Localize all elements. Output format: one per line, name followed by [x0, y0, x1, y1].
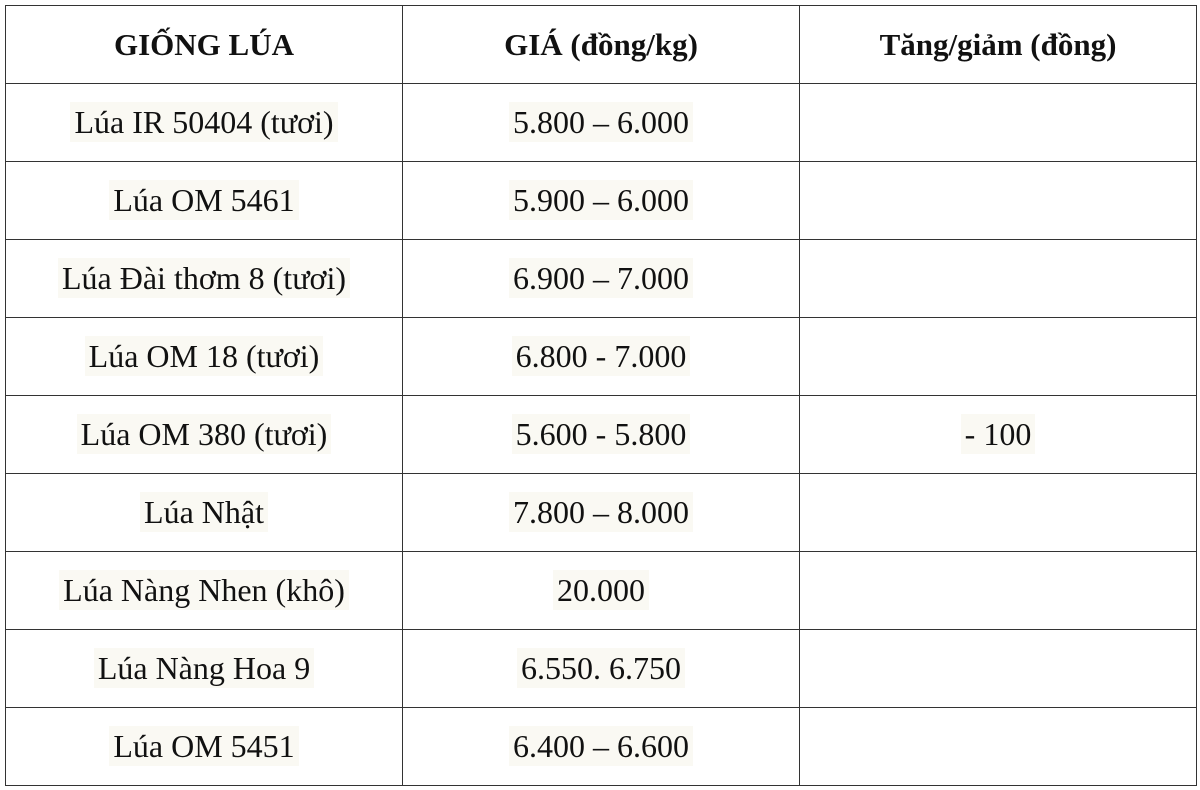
variety-cell: Lúa Nàng Nhen (khô)	[5, 551, 403, 630]
variety-cell: Lúa IR 50404 (tươi)	[5, 83, 403, 162]
price-text: 6.550. 6.750	[517, 648, 685, 688]
price-table: GIỐNG LÚA GIÁ (đồng/kg) Tăng/giảm (đồng) L…	[5, 5, 1197, 786]
price-cell: 6.900 – 7.000	[402, 239, 800, 318]
change-cell	[799, 161, 1197, 240]
change-cell	[799, 707, 1197, 786]
variety-cell: Lúa Nàng Hoa 9	[5, 629, 403, 708]
table-row: Lúa OM 5461 5.900 – 6.000	[5, 161, 1197, 240]
header-cell: GIÁ (đồng/kg)	[402, 5, 800, 84]
change-cell	[799, 317, 1197, 396]
price-text: 5.800 – 6.000	[509, 102, 693, 142]
table-row: Lúa Nàng Nhen (khô) 20.000	[5, 551, 1197, 630]
price-text: 5.900 – 6.000	[509, 180, 693, 220]
change-cell	[799, 629, 1197, 708]
variety-text: Lúa OM 5451	[109, 726, 299, 766]
price-text: 20.000	[553, 570, 649, 610]
variety-text: Lúa OM 380 (tươi)	[76, 414, 332, 454]
price-text: 7.800 – 8.000	[509, 492, 693, 532]
variety-text: Lúa OM 5461	[109, 180, 299, 220]
variety-cell: Lúa OM 18 (tươi)	[5, 317, 403, 396]
variety-text: Lúa OM 18 (tươi)	[84, 336, 324, 376]
price-cell: 6.800 - 7.000	[402, 317, 800, 396]
variety-cell: Lúa OM 5461	[5, 161, 403, 240]
price-cell: 5.800 – 6.000	[402, 83, 800, 162]
table-row: Lúa IR 50404 (tươi) 5.800 – 6.000	[5, 83, 1197, 162]
header-cell: GIỐNG LÚA	[5, 5, 403, 84]
variety-cell: Lúa Nhật	[5, 473, 403, 552]
variety-cell: Lúa OM 5451	[5, 707, 403, 786]
change-cell	[799, 473, 1197, 552]
table-row: Lúa Đài thơm 8 (tươi) 6.900 – 7.000	[5, 239, 1197, 318]
table-body: Lúa IR 50404 (tươi) 5.800 – 6.000 Lúa OM 5…	[5, 83, 1197, 786]
price-cell: 20.000	[402, 551, 800, 630]
table-row: Lúa Nàng Hoa 9 6.550. 6.750	[5, 629, 1197, 708]
table-row: Lúa Nhật 7.800 – 8.000	[5, 473, 1197, 552]
table-row: Lúa OM 380 (tươi) 5.600 - 5.800 - 100	[5, 395, 1197, 474]
price-cell: 6.550. 6.750	[402, 629, 800, 708]
header-cell: Tăng/giảm (đồng)	[799, 5, 1197, 84]
variety-text: Lúa IR 50404 (tươi)	[70, 102, 338, 142]
price-text: 6.800 - 7.000	[511, 336, 691, 376]
table-container: GIỐNG LÚA GIÁ (đồng/kg) Tăng/giảm (đồng) L…	[5, 5, 1197, 786]
price-cell: 5.900 – 6.000	[402, 161, 800, 240]
change-cell: - 100	[799, 395, 1197, 474]
change-text: - 100	[960, 414, 1036, 454]
variety-text: Lúa Nàng Hoa 9	[93, 648, 315, 688]
change-cell	[799, 551, 1197, 630]
change-cell	[799, 239, 1197, 318]
price-cell: 5.600 - 5.800	[402, 395, 800, 474]
variety-cell: Lúa Đài thơm 8 (tươi)	[5, 239, 403, 318]
variety-text: Lúa Nàng Nhen (khô)	[59, 570, 349, 610]
variety-text: Lúa Đài thơm 8 (tươi)	[57, 258, 350, 298]
change-cell	[799, 83, 1197, 162]
price-cell: 6.400 – 6.600	[402, 707, 800, 786]
price-text: 5.600 - 5.800	[511, 414, 691, 454]
variety-cell: Lúa OM 380 (tươi)	[5, 395, 403, 474]
price-cell: 7.800 – 8.000	[402, 473, 800, 552]
table-row: Lúa OM 18 (tươi) 6.800 - 7.000	[5, 317, 1197, 396]
variety-text: Lúa Nhật	[140, 492, 268, 532]
table-row: Lúa OM 5451 6.400 – 6.600	[5, 707, 1197, 786]
header-row: GIỐNG LÚA GIÁ (đồng/kg) Tăng/giảm (đồng)	[5, 5, 1197, 84]
price-text: 6.900 – 7.000	[509, 258, 693, 298]
price-text: 6.400 – 6.600	[509, 726, 693, 766]
